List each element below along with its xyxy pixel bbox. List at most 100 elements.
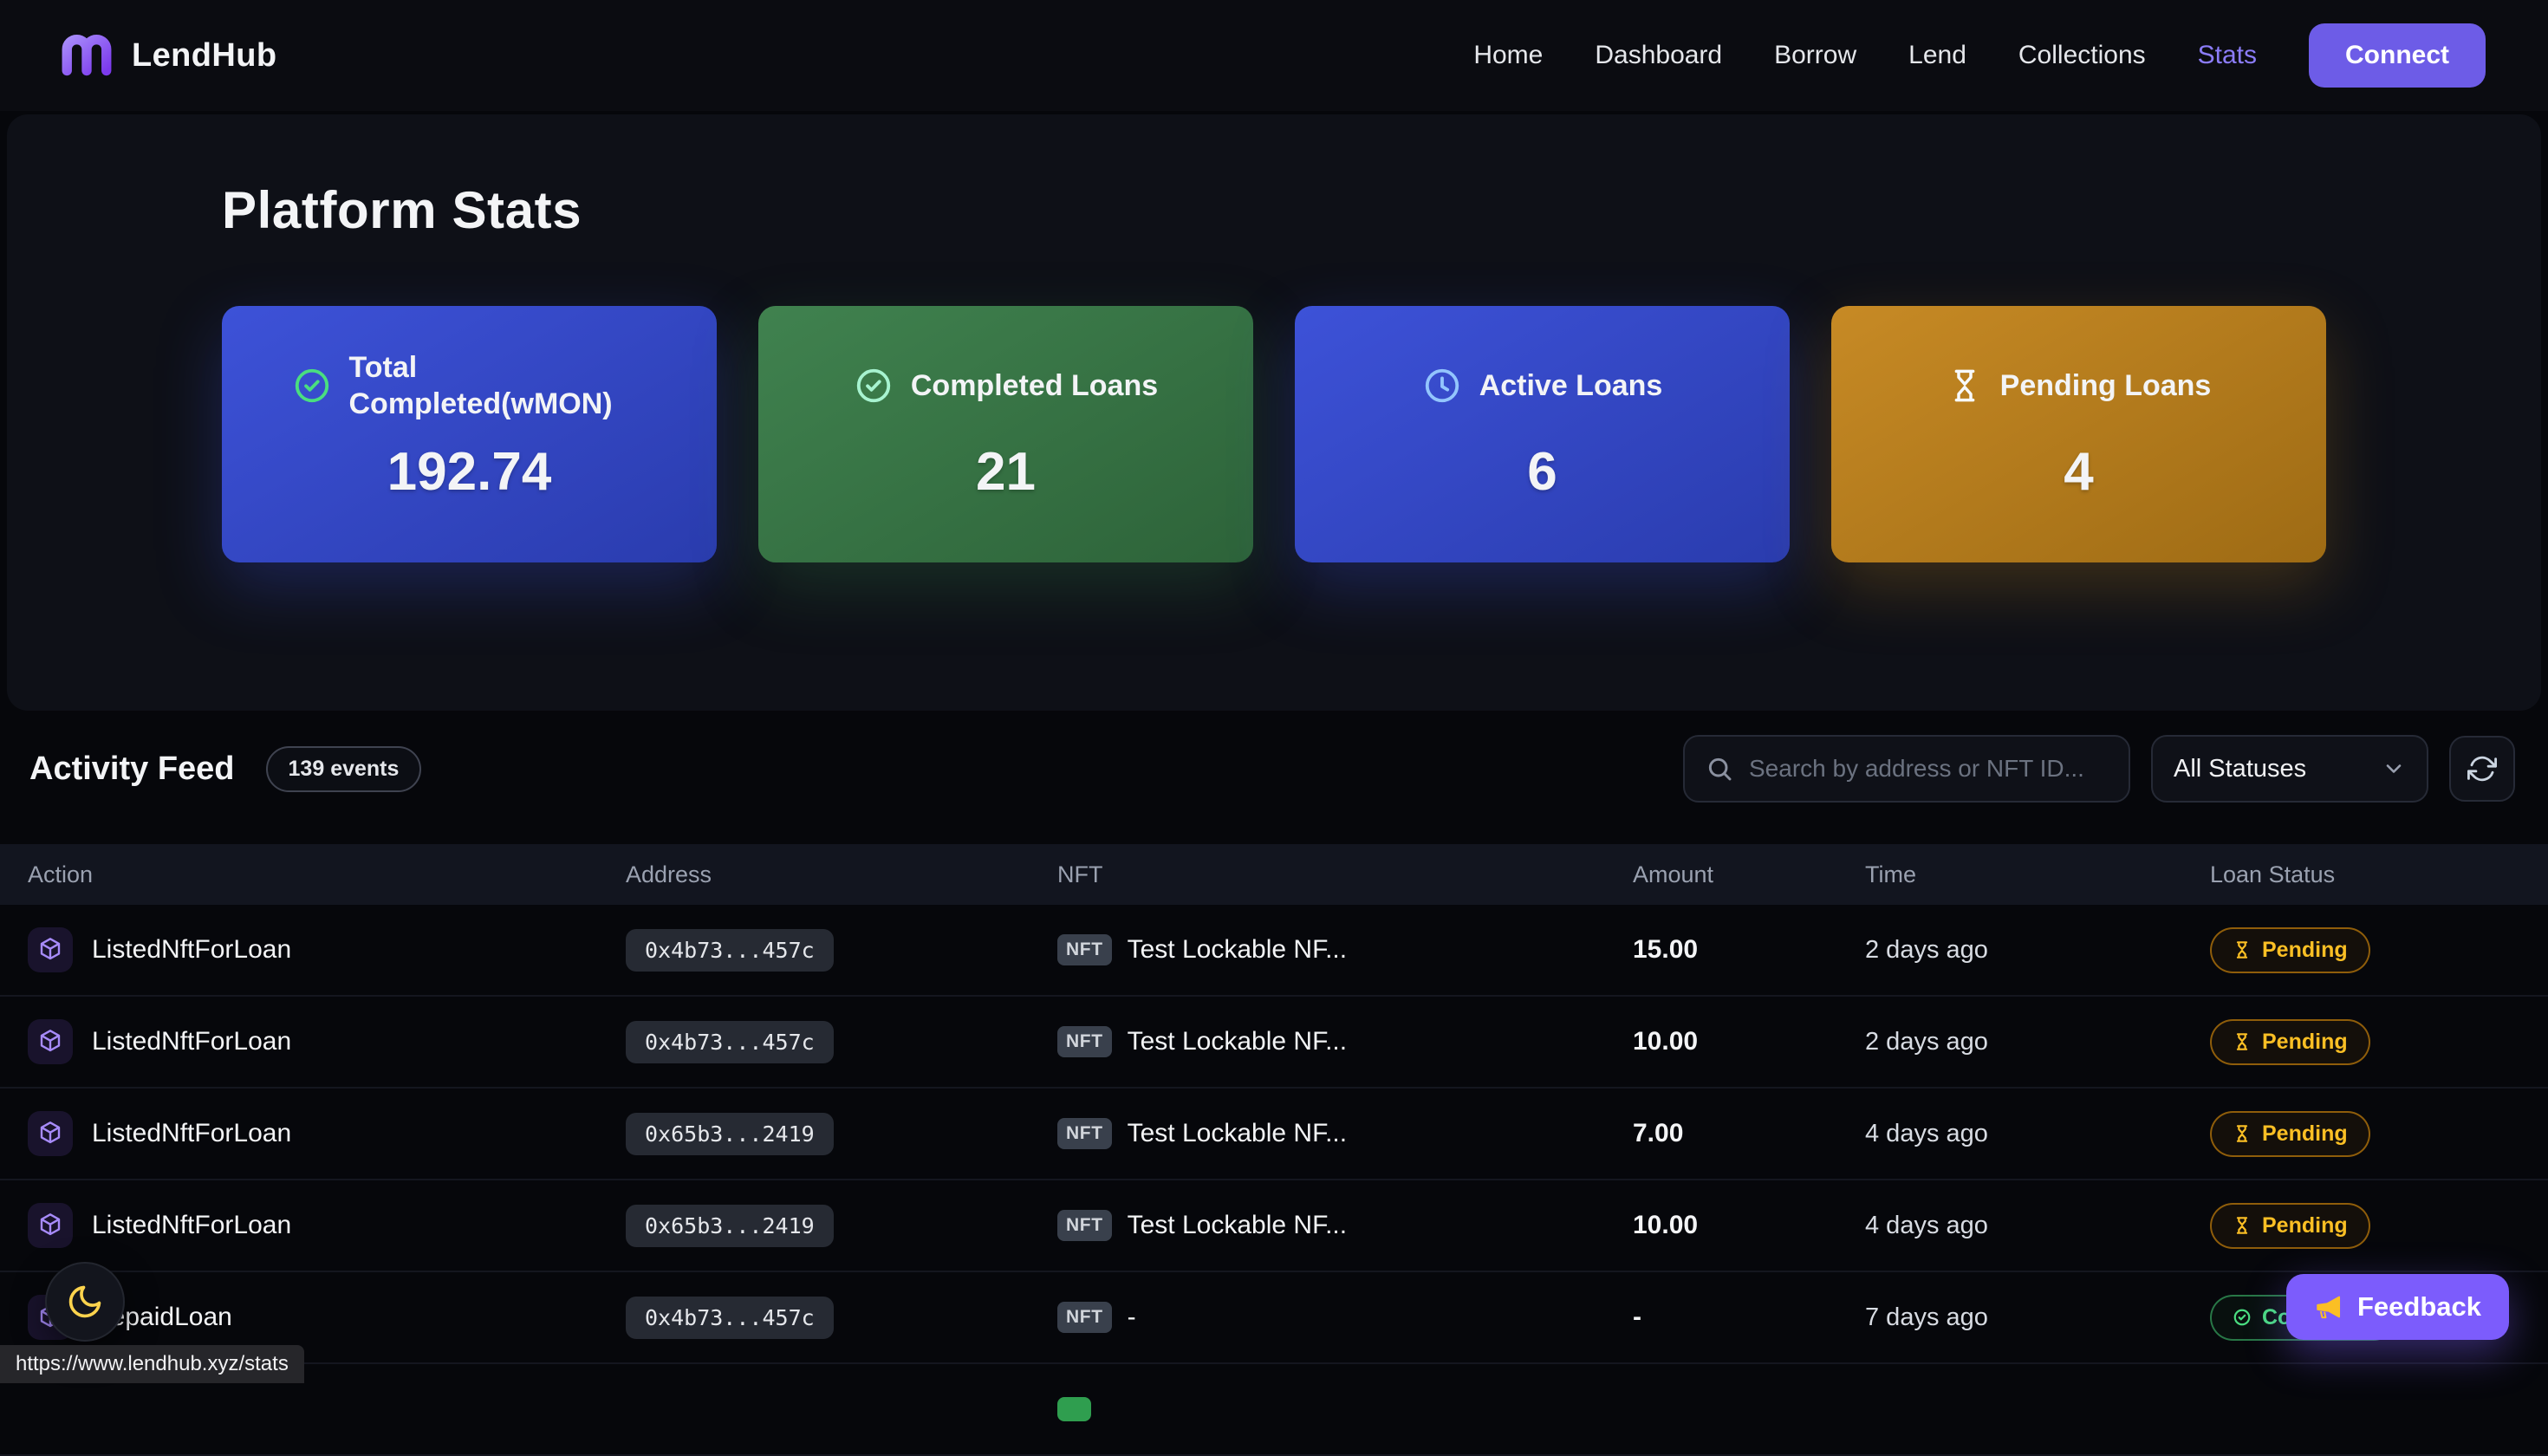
address-chip: 0x4b73...457c xyxy=(626,928,834,972)
stat-card-pending-loans: Pending Loans 4 xyxy=(1831,306,2326,562)
stat-card-total-completed: Total Completed(wMON) 192.74 xyxy=(222,306,717,562)
stat-card-value: 6 xyxy=(1527,442,1557,502)
nft-name: Test Lockable NF... xyxy=(1127,935,1348,964)
nav-item-collections[interactable]: Collections xyxy=(2018,41,2146,69)
brand-name: LendHub xyxy=(132,36,277,74)
amount-value: 15.00 xyxy=(1633,935,1699,964)
nft-name: Test Lockable NF... xyxy=(1127,1211,1348,1239)
megaphone-icon xyxy=(2314,1292,2343,1322)
amount-value: 10.00 xyxy=(1633,1027,1699,1056)
action-label: ListedNftForLoan xyxy=(92,1211,292,1239)
col-address: Address xyxy=(626,861,712,887)
table-row[interactable]: RepaidLoan 0x4b73...457c NFT - - 7 days … xyxy=(0,1272,2548,1364)
col-time: Time xyxy=(1865,861,1916,887)
stat-card-value: 192.74 xyxy=(387,442,552,502)
stat-card-title: Total Completed(wMON) xyxy=(348,350,613,421)
stat-card-title: Completed Loans xyxy=(910,368,1159,402)
stat-card-value: 4 xyxy=(2064,442,2094,502)
brand[interactable]: LendHub xyxy=(59,31,276,80)
nft-name: Test Lockable NF... xyxy=(1127,1119,1348,1147)
nft-name: - xyxy=(1127,1303,1136,1331)
col-loan-status: Loan Status xyxy=(2210,861,2336,887)
address-chip: 0x65b3...2419 xyxy=(626,1112,834,1155)
nav-item-borrow[interactable]: Borrow xyxy=(1774,41,1857,69)
col-nft: NFT xyxy=(1057,861,1103,887)
nav-item-stats[interactable]: Stats xyxy=(2197,41,2257,69)
nav-item-dashboard[interactable]: Dashboard xyxy=(1595,41,1723,69)
status-badge-pending: Pending xyxy=(2210,926,2370,973)
stat-card-title: Pending Loans xyxy=(1999,368,2212,402)
activity-feed-title: Activity Feed xyxy=(29,750,235,787)
connect-wallet-button[interactable]: Connect xyxy=(2309,23,2486,88)
nav-item-lend[interactable]: Lend xyxy=(1908,41,1966,69)
time-value: 2 days ago xyxy=(1865,935,1988,964)
table-row[interactable]: ListedNftForLoan 0x4b73...457c NFT Test … xyxy=(0,905,2548,997)
stat-card-completed-loans: Completed Loans 21 xyxy=(758,306,1253,562)
check-circle-icon xyxy=(2233,1309,2251,1326)
status-badge-pending: Pending xyxy=(2210,1110,2370,1157)
time-value: 4 days ago xyxy=(1865,1211,1988,1239)
amount-value: 7.00 xyxy=(1633,1119,1684,1147)
package-icon xyxy=(28,1203,73,1248)
platform-stats-section: Platform Stats Total Completed(wMON) 192… xyxy=(7,114,2541,711)
hourglass-icon xyxy=(2236,1125,2248,1142)
status-badge-pending: Pending xyxy=(2210,1018,2370,1065)
search-box[interactable] xyxy=(1683,735,2130,803)
package-icon xyxy=(28,1019,73,1064)
stat-card-title: Active Loans xyxy=(1479,368,1663,402)
amount-value: - xyxy=(1633,1303,1641,1331)
action-label: ListedNftForLoan xyxy=(92,1027,292,1056)
hourglass-icon xyxy=(1947,367,1983,404)
refresh-icon xyxy=(2467,754,2497,783)
hourglass-icon xyxy=(2236,1033,2248,1050)
address-chip: 0x65b3...2419 xyxy=(626,1204,834,1247)
nft-badge: NFT xyxy=(1057,934,1112,965)
table-row[interactable]: ListedNftForLoan 0x4b73...457c NFT Test … xyxy=(0,997,2548,1089)
table-row-partial[interactable] xyxy=(0,1364,2548,1456)
nft-name: Test Lockable NF... xyxy=(1127,1027,1348,1056)
check-circle-icon xyxy=(292,366,332,406)
status-badge-pending: Pending xyxy=(2210,1202,2370,1249)
col-amount: Amount xyxy=(1633,861,1714,887)
hourglass-icon xyxy=(2236,941,2248,959)
nav-menu: Home Dashboard Borrow Lend Collections S… xyxy=(1473,23,2486,88)
check-circle-icon xyxy=(854,366,894,406)
table-header: Action Address NFT Amount Time Loan Stat… xyxy=(0,844,2548,905)
time-value: 7 days ago xyxy=(1865,1303,1988,1331)
col-action: Action xyxy=(28,861,94,887)
status-filter-value: All Statuses xyxy=(2174,754,2307,783)
feedback-button[interactable]: Feedback xyxy=(2286,1274,2510,1340)
time-value: 2 days ago xyxy=(1865,1027,1988,1056)
clock-icon xyxy=(1422,366,1462,406)
nav-item-home[interactable]: Home xyxy=(1473,41,1544,69)
stat-card-value: 21 xyxy=(976,442,1036,502)
time-value: 4 days ago xyxy=(1865,1119,1988,1147)
status-url-tooltip: https://www.lendhub.xyz/stats xyxy=(0,1345,304,1383)
moon-icon xyxy=(66,1283,104,1321)
nft-badge xyxy=(1057,1397,1092,1421)
package-icon xyxy=(28,927,73,972)
action-label: ListedNftForLoan xyxy=(92,935,292,964)
amount-value: 10.00 xyxy=(1633,1211,1699,1239)
navbar: LendHub Home Dashboard Borrow Lend Colle… xyxy=(0,0,2548,111)
activity-table: Action Address NFT Amount Time Loan Stat… xyxy=(0,844,2548,1456)
refresh-button[interactable] xyxy=(2449,736,2515,802)
status-filter-dropdown[interactable]: All Statuses xyxy=(2151,735,2428,803)
search-icon xyxy=(1706,755,1733,783)
lendhub-logo-icon xyxy=(59,31,114,80)
table-row[interactable]: ListedNftForLoan 0x65b3...2419 NFT Test … xyxy=(0,1180,2548,1272)
nft-badge: NFT xyxy=(1057,1210,1112,1241)
chevron-down-icon xyxy=(2382,757,2406,781)
nft-badge: NFT xyxy=(1057,1118,1112,1149)
nft-badge: NFT xyxy=(1057,1026,1112,1057)
hourglass-icon xyxy=(2236,1217,2248,1234)
theme-toggle-button[interactable] xyxy=(45,1262,125,1342)
package-icon xyxy=(28,1111,73,1156)
stat-card-active-loans: Active Loans 6 xyxy=(1295,306,1790,562)
activity-feed-header: Activity Feed 139 events All Statuses xyxy=(0,735,2548,803)
search-input[interactable] xyxy=(1749,755,2108,783)
address-chip: 0x4b73...457c xyxy=(626,1020,834,1063)
table-row[interactable]: ListedNftForLoan 0x65b3...2419 NFT Test … xyxy=(0,1089,2548,1180)
address-chip: 0x4b73...457c xyxy=(626,1296,834,1339)
action-label: ListedNftForLoan xyxy=(92,1119,292,1147)
